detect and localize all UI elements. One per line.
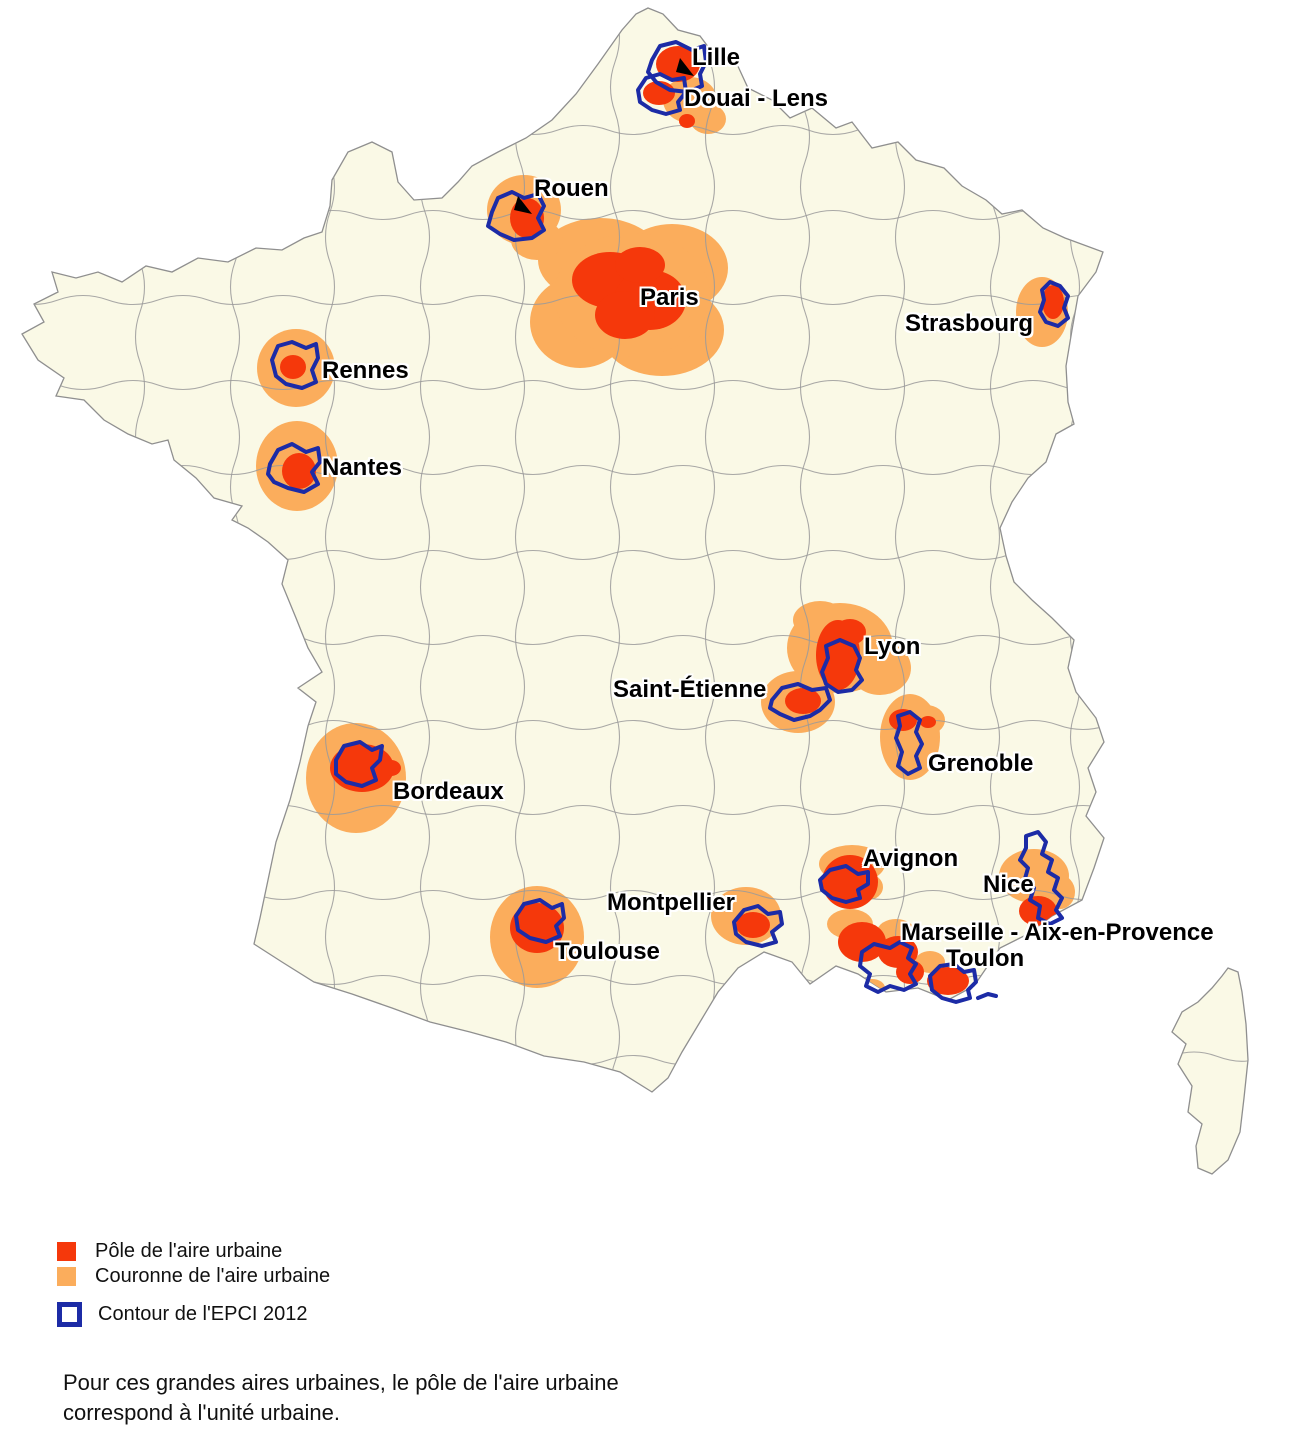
city-label: Nantes xyxy=(322,454,403,481)
epci-contour xyxy=(894,710,924,776)
epci-contour xyxy=(818,864,870,904)
couronne-blob xyxy=(849,641,911,695)
border-line xyxy=(1069,11,1081,1113)
epci-contour xyxy=(266,442,322,494)
pole-blob xyxy=(381,760,401,776)
couronne-swatch-icon xyxy=(57,1267,76,1286)
city-label: Rouen xyxy=(534,175,609,202)
city-marker-triangle xyxy=(514,196,532,214)
legend-label: Couronne de l'aire urbaine xyxy=(95,1265,331,1287)
footnote: Pour ces grandes aires urbaines, le pôle… xyxy=(63,1368,619,1428)
city-label: Avignon xyxy=(863,845,959,872)
epci-contour xyxy=(768,682,832,722)
border-line xyxy=(609,11,621,1113)
legend-item-pole: Pôle de l'aire urbaine xyxy=(57,1239,330,1264)
epci-contour xyxy=(976,992,998,1000)
epci-contour xyxy=(486,190,546,242)
legend: Pôle de l'aire urbaine Couronne de l'air… xyxy=(57,1239,330,1327)
pole-swatch-icon xyxy=(57,1242,76,1261)
pole-blob xyxy=(280,355,306,379)
epci-contour xyxy=(928,962,978,1004)
legend-item-epci: Contour de l'EPCI 2012 xyxy=(57,1302,330,1327)
pole-blob xyxy=(927,967,969,995)
pole-blob xyxy=(679,114,695,128)
legend-item-couronne: Couronne de l'aire urbaine xyxy=(57,1264,330,1289)
epci-contour xyxy=(334,740,384,788)
epci-contour xyxy=(732,904,784,948)
france-map xyxy=(21,7,1249,1175)
city-label: Lille xyxy=(692,44,741,71)
epci-contour xyxy=(636,72,688,116)
city-label: Montpellier xyxy=(607,889,736,916)
city-marker-triangle xyxy=(676,58,694,76)
city-label: Toulon xyxy=(946,945,1025,972)
city-label: Grenoble xyxy=(928,750,1034,777)
pole-blob xyxy=(1042,285,1064,319)
pole-blob xyxy=(282,453,316,489)
border-line xyxy=(22,379,1109,391)
border-line xyxy=(22,294,1109,306)
epci-contours xyxy=(266,40,1070,1004)
border-line xyxy=(229,11,241,1113)
epci-swatch-icon xyxy=(57,1302,82,1327)
border-line xyxy=(799,11,811,1113)
pole-blob xyxy=(834,619,866,645)
city-label: Bordeaux xyxy=(393,778,504,805)
epci-contour xyxy=(858,940,918,994)
pole-blob xyxy=(736,912,770,938)
footnote-line: correspond à l'unité urbaine. xyxy=(63,1400,340,1425)
city-label: Strasbourg xyxy=(905,310,1034,337)
pole-blob xyxy=(595,291,655,339)
corsica-outline xyxy=(1171,967,1249,1175)
footnote-line: Pour ces grandes aires urbaines, le pôle… xyxy=(63,1370,619,1395)
border-line xyxy=(894,11,906,1113)
city-label: Douai - Lens xyxy=(684,85,829,112)
legend-label: Contour de l'EPCI 2012 xyxy=(98,1303,308,1325)
pole-blob xyxy=(785,688,821,714)
border-line xyxy=(1171,1051,1248,1062)
city-label: Toulouse xyxy=(555,938,660,965)
epci-contour xyxy=(514,898,566,944)
pole-blob xyxy=(615,247,665,283)
epci-contour xyxy=(1038,280,1070,328)
city-label: Lyon xyxy=(864,633,921,660)
border-line xyxy=(22,464,1109,476)
city-label: Nice xyxy=(983,871,1034,898)
border-line xyxy=(324,11,336,1113)
legend-label: Pôle de l'aire urbaine xyxy=(95,1240,283,1262)
city-label: Marseille - Aix-en-Provence xyxy=(901,919,1214,946)
pole-blob xyxy=(920,716,936,728)
city-label: Saint-Étienne xyxy=(613,676,767,703)
epci-contour xyxy=(820,638,864,694)
border-line xyxy=(134,11,146,1113)
pole-blob xyxy=(838,922,886,962)
border-line xyxy=(704,11,716,1113)
epci-contour xyxy=(1018,830,1064,926)
epci-contour xyxy=(270,340,320,390)
city-label: Rennes xyxy=(322,357,409,384)
city-label: Paris xyxy=(640,284,699,311)
epci-contour xyxy=(646,40,708,94)
couronne-blob xyxy=(1045,875,1075,909)
map-container: Lille Douai - Lens Rouen Paris Strasbour… xyxy=(21,7,1249,1175)
